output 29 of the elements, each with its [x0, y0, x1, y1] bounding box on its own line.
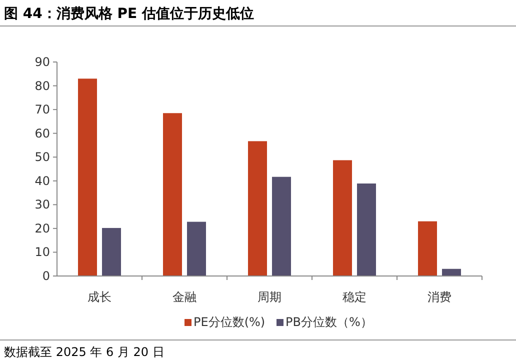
y-tick-label: 10 — [34, 245, 50, 260]
bar — [418, 221, 437, 276]
bar — [78, 78, 97, 276]
x-tick-label: 消费 — [428, 290, 452, 304]
y-tick-label: 80 — [34, 78, 50, 93]
y-tick-label: 20 — [34, 221, 50, 236]
bar — [333, 160, 352, 276]
x-tick-label: 周期 — [258, 290, 282, 304]
bar — [102, 228, 121, 276]
bar — [187, 222, 206, 276]
x-tick-label: 稳定 — [342, 290, 366, 304]
y-tick-label: 90 — [34, 55, 50, 69]
text: 数据截至 2025 年 6 月 20 日 — [4, 345, 164, 359]
x-tick-label: 金融 — [172, 290, 196, 304]
y-tick-label: 40 — [34, 174, 50, 188]
y-tick-label: 0 — [42, 269, 50, 283]
y-tick-label: 70 — [34, 102, 50, 117]
legend-label: PB分位数（%） — [286, 315, 372, 329]
chart-title: 图 44：消费风格 PE 估值位于历史低位 — [4, 6, 254, 22]
y-tick-label: 50 — [34, 150, 50, 164]
y-tick-label: 60 — [34, 126, 50, 140]
bar — [163, 113, 182, 276]
bar — [442, 268, 461, 276]
bar — [248, 141, 267, 276]
y-tick-label: 30 — [34, 198, 50, 212]
x-tick-label: 成长 — [88, 290, 112, 304]
bar — [272, 176, 291, 276]
legend-label: PE分位数(%) — [194, 315, 266, 329]
bar — [357, 184, 376, 276]
